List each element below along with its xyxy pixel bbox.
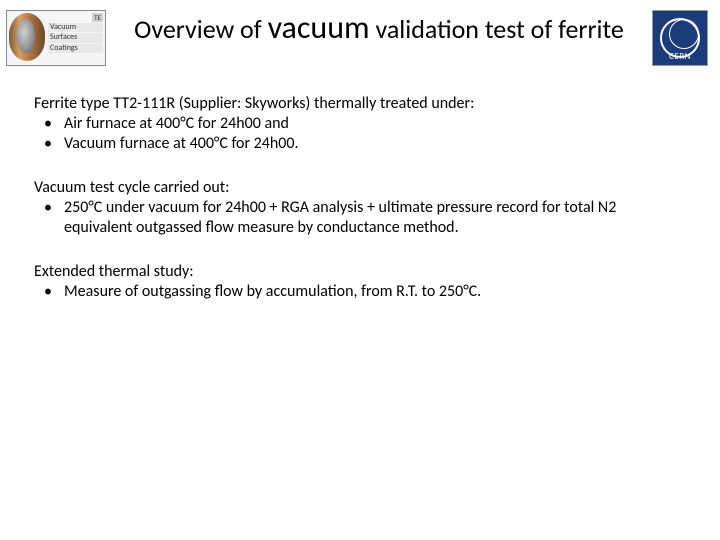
list-item: Air furnace at 400°C for 24h00 and: [34, 114, 686, 134]
logo-line: Coatings: [48, 44, 103, 54]
logo-line: Surfaces: [48, 33, 103, 43]
list-item: 250°C under vacuum for 24h00 + RGA analy…: [34, 198, 686, 238]
section-treatment: Ferrite type TT2-111R (Supplier: Skywork…: [34, 94, 686, 154]
title-pre: Overview of: [134, 13, 267, 45]
slide-body: Ferrite type TT2-111R (Supplier: Skywork…: [0, 66, 720, 302]
section-lead: Ferrite type TT2-111R (Supplier: Skywork…: [34, 94, 686, 114]
slide-header: TE Vacuum Surfaces Coatings Overview of …: [0, 0, 720, 66]
logo-line: Vacuum: [48, 23, 103, 33]
list-item: Measure of outgassing flow by accumulati…: [34, 282, 686, 302]
section-extended-study: Extended thermal study: Measure of outga…: [34, 262, 686, 302]
slide-title: Overview of vacuum validation test of fe…: [106, 10, 652, 47]
cern-logo: CERN: [652, 10, 708, 66]
vsc-logo: TE Vacuum Surfaces Coatings: [6, 10, 106, 66]
list-item: Vacuum furnace at 400°C for 24h00.: [34, 134, 686, 154]
title-emph: vacuum: [268, 8, 370, 47]
logo-corner-label: TE: [92, 13, 103, 22]
cern-ring-icon: [669, 19, 699, 49]
coil-icon: [9, 13, 45, 61]
section-lead: Vacuum test cycle carried out:: [34, 178, 686, 198]
cern-logo-text: CERN: [669, 51, 691, 62]
title-post: validation test of ferrite: [370, 13, 624, 45]
section-lead: Extended thermal study:: [34, 262, 686, 282]
section-vacuum-test: Vacuum test cycle carried out: 250°C und…: [34, 178, 686, 238]
